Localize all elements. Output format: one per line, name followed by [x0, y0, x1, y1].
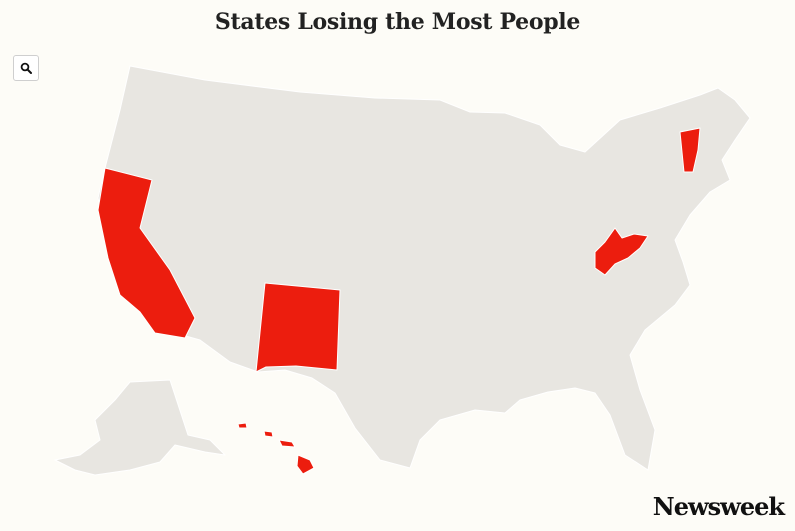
- hawaii-island-big: [296, 454, 315, 475]
- hawaii-island-kauai: [237, 422, 248, 429]
- state-base-lower48[interactable]: [97, 65, 751, 471]
- state-vermont[interactable]: [679, 127, 701, 173]
- search-icon: [20, 62, 32, 74]
- newsweek-logo: Newsweek: [652, 492, 785, 521]
- state-new-mexico[interactable]: [255, 282, 341, 373]
- zoom-button[interactable]: [13, 55, 39, 81]
- hawaii-island-oahu: [263, 430, 274, 438]
- state-hawaii[interactable]: [237, 422, 315, 475]
- state-west-virginia[interactable]: [594, 227, 649, 276]
- state-alaska[interactable]: [54, 379, 226, 476]
- state-california[interactable]: [97, 167, 196, 339]
- hawaii-island-maui: [278, 439, 296, 448]
- map-title: States Losing the Most People: [214, 9, 581, 35]
